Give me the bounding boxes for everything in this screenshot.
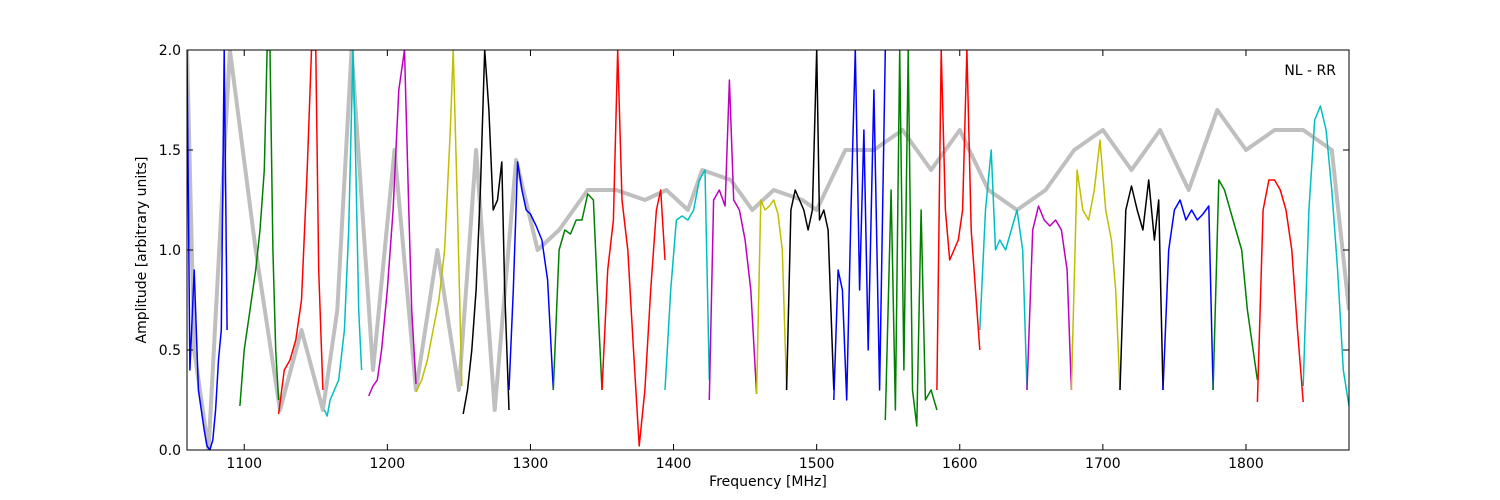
series-line-6 <box>462 50 510 415</box>
series-line-15 <box>884 50 938 427</box>
series-line-5 <box>415 50 463 393</box>
series-line-4 <box>368 50 417 397</box>
series-line-24 <box>1302 105 1349 407</box>
x-tick-label: 1600 <box>942 456 978 472</box>
series-line-17 <box>979 149 1028 391</box>
y-tick-label: 0.5 <box>159 343 181 359</box>
series-line-8 <box>552 193 603 391</box>
x-tick-label: 1100 <box>226 456 262 472</box>
x-tick-label: 1500 <box>799 456 835 472</box>
series-line-10 <box>664 169 711 391</box>
x-tick-label: 1400 <box>656 456 692 472</box>
x-tick-label: 1700 <box>1085 456 1121 472</box>
y-tick-label: 1.5 <box>159 143 181 159</box>
y-axis-label: Amplitude [arbitrary units] <box>134 157 150 344</box>
series-layer <box>187 50 1349 450</box>
series-line-22 <box>1212 179 1259 391</box>
series-line-9 <box>601 50 666 447</box>
x-tick-label: 1300 <box>513 456 549 472</box>
series-line-3 <box>323 50 363 417</box>
series-line-21 <box>1162 199 1214 391</box>
series-line-1 <box>239 50 280 407</box>
annotation-label: NL - RR <box>1284 63 1336 79</box>
envelope-layer <box>187 50 1349 450</box>
y-tick-label: 2.0 <box>159 43 181 59</box>
series-line-16 <box>936 50 981 391</box>
series-line-19 <box>1070 139 1121 391</box>
series-line-7 <box>508 161 555 391</box>
series-line-23 <box>1256 179 1304 403</box>
series-line-18 <box>1026 205 1073 391</box>
x-tick-label: 1800 <box>1228 456 1264 472</box>
envelope-line <box>187 50 1349 450</box>
series-line-20 <box>1119 179 1164 391</box>
x-axis-ticks: 1100 1200 1300 1400 1500 1600 1700 1800 <box>226 50 1264 472</box>
x-axis-label: Frequency [MHz] <box>709 474 827 490</box>
series-line-13 <box>785 50 835 391</box>
x-tick-label: 1200 <box>370 456 406 472</box>
series-line-14 <box>833 50 887 401</box>
y-tick-label: 0.0 <box>159 443 181 459</box>
series-line-12 <box>755 199 788 395</box>
plot-background <box>187 50 1349 450</box>
series-line-2 <box>277 50 324 415</box>
y-tick-label: 1.0 <box>159 243 181 259</box>
series-line-11 <box>708 79 758 401</box>
series-line-0 <box>187 50 228 450</box>
y-axis-ticks: 0.0 0.5 1.0 1.5 2.0 <box>159 43 1349 459</box>
